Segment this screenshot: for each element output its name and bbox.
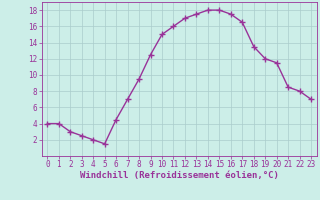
X-axis label: Windchill (Refroidissement éolien,°C): Windchill (Refroidissement éolien,°C) (80, 171, 279, 180)
